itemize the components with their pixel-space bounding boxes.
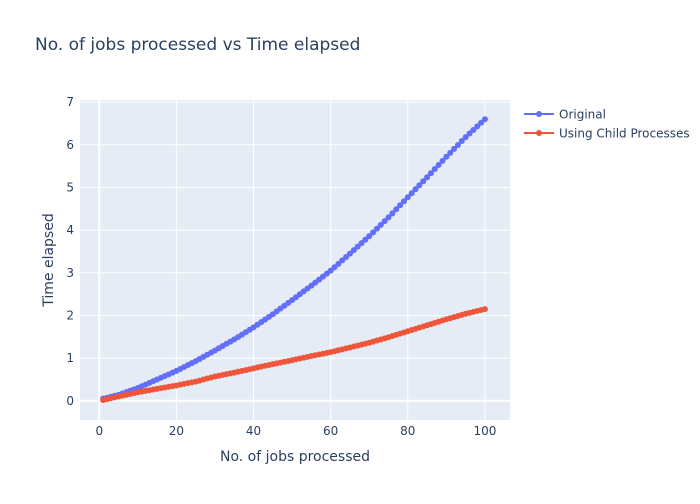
data-point[interactable] bbox=[478, 119, 485, 126]
plot-area bbox=[80, 100, 510, 420]
data-point[interactable] bbox=[393, 206, 400, 213]
y-tick-label: 5 bbox=[66, 180, 74, 194]
data-point[interactable] bbox=[381, 218, 388, 225]
y-tick-label: 4 bbox=[66, 223, 74, 237]
data-point[interactable] bbox=[424, 174, 431, 181]
data-point[interactable] bbox=[458, 138, 465, 145]
data-point[interactable] bbox=[377, 221, 384, 228]
data-point[interactable] bbox=[481, 306, 488, 313]
y-tick-label: 0 bbox=[66, 394, 74, 408]
data-point[interactable] bbox=[350, 247, 357, 254]
data-point[interactable] bbox=[331, 264, 338, 271]
data-point[interactable] bbox=[466, 130, 473, 137]
x-axis-label: No. of jobs processed bbox=[220, 449, 370, 465]
x-tick-label: 20 bbox=[169, 424, 184, 438]
legend-item-original[interactable]: Original bbox=[524, 108, 606, 122]
data-point[interactable] bbox=[366, 233, 373, 240]
data-point[interactable] bbox=[481, 116, 488, 123]
data-point[interactable] bbox=[354, 243, 361, 250]
chart-title: No. of jobs processed vs Time elapsed bbox=[35, 35, 360, 55]
legend-label-child-processes: Using Child Processes bbox=[559, 127, 690, 141]
grid-lines bbox=[80, 100, 510, 420]
x-tick-labels: 0 20 40 60 80 100 bbox=[95, 424, 496, 438]
data-point[interactable] bbox=[373, 225, 380, 232]
data-point[interactable] bbox=[408, 190, 415, 197]
y-tick-label: 2 bbox=[66, 308, 74, 322]
data-point[interactable] bbox=[385, 214, 392, 221]
y-tick-label: 6 bbox=[66, 138, 74, 152]
data-point[interactable] bbox=[454, 141, 461, 148]
data-point[interactable] bbox=[447, 149, 454, 156]
x-tick-label: 60 bbox=[323, 424, 338, 438]
y-tick-label: 3 bbox=[66, 266, 74, 280]
data-point[interactable] bbox=[439, 157, 446, 164]
data-point[interactable] bbox=[358, 240, 365, 247]
x-tick-label: 100 bbox=[473, 424, 496, 438]
data-point[interactable] bbox=[443, 153, 450, 160]
data-point[interactable] bbox=[400, 198, 407, 205]
legend-marker-child-processes bbox=[536, 130, 542, 136]
data-point[interactable] bbox=[427, 170, 434, 177]
data-point[interactable] bbox=[451, 145, 458, 152]
legend: Original Using Child Processes bbox=[524, 108, 690, 141]
data-point[interactable] bbox=[435, 161, 442, 168]
y-axis-label: Time elapsed bbox=[41, 213, 57, 307]
data-point[interactable] bbox=[404, 194, 411, 201]
legend-item-child-processes[interactable]: Using Child Processes bbox=[524, 127, 690, 141]
data-point[interactable] bbox=[470, 126, 477, 133]
series-using-child-processes bbox=[100, 306, 488, 403]
legend-marker-original bbox=[536, 111, 542, 117]
data-point[interactable] bbox=[327, 267, 334, 274]
data-point[interactable] bbox=[474, 123, 481, 130]
data-point[interactable] bbox=[370, 229, 377, 236]
data-point[interactable] bbox=[462, 134, 469, 141]
data-point[interactable] bbox=[343, 254, 350, 261]
data-point[interactable] bbox=[420, 178, 427, 185]
data-point[interactable] bbox=[389, 210, 396, 217]
y-tick-label: 1 bbox=[66, 351, 74, 365]
data-point[interactable] bbox=[412, 186, 419, 193]
y-tick-labels: 0 1 2 3 4 5 6 7 bbox=[66, 95, 74, 408]
x-tick-label: 0 bbox=[95, 424, 103, 438]
data-point[interactable] bbox=[346, 250, 353, 257]
data-point[interactable] bbox=[416, 182, 423, 189]
x-tick-label: 80 bbox=[400, 424, 415, 438]
data-point[interactable] bbox=[431, 166, 438, 173]
legend-label-original: Original bbox=[559, 108, 606, 122]
series-layer bbox=[100, 116, 488, 403]
data-point[interactable] bbox=[339, 257, 346, 264]
x-tick-label: 40 bbox=[246, 424, 261, 438]
data-point[interactable] bbox=[397, 202, 404, 209]
data-point[interactable] bbox=[335, 260, 342, 267]
data-point[interactable] bbox=[362, 236, 369, 243]
y-tick-label: 7 bbox=[66, 95, 74, 109]
